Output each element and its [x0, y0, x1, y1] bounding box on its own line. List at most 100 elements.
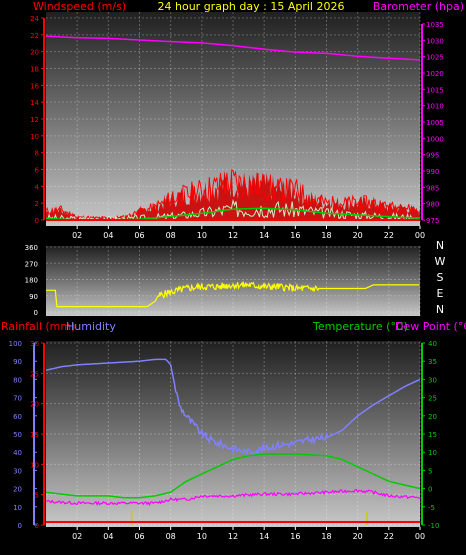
direction-tick-label: 90: [29, 293, 38, 301]
wind-direction-plot-area: [46, 246, 420, 316]
humidity-axis-tick-label: 20: [13, 486, 22, 494]
temperature-axis-tick-label: 25: [428, 395, 437, 403]
wind-direction-series: [46, 281, 420, 308]
barometer-axis-tick-label: 1025: [426, 54, 444, 62]
rainfall-axis-tick-label: 30: [30, 340, 39, 348]
barometer-axis-tick-label: 1005: [426, 119, 444, 127]
barometer-axis-tick-label: 985: [426, 184, 439, 192]
humidity-axis-tick-label: 50: [13, 431, 22, 439]
wind-gust-fill: [46, 169, 420, 220]
windspeed-axis-tick-label: 8: [35, 150, 39, 158]
dew-point-axis-label: Dew Point (°C): [395, 320, 466, 333]
windspeed-axis-tick-label: 0: [35, 217, 39, 225]
windspeed-axis-tick-label: 24: [30, 15, 39, 23]
temperature-axis-tick-label: 0: [428, 486, 432, 494]
dew-point-line: [45, 488, 421, 507]
humidity-axis-tick-label: 30: [13, 467, 22, 475]
x-tick-label: 08: [166, 231, 176, 240]
x-tick-label: 18: [321, 231, 331, 240]
temperature-axis-tick-label: 5: [428, 467, 432, 475]
x-tick-label: 00: [415, 231, 425, 240]
x-tick-label: 20: [353, 231, 363, 240]
humidity-line: [45, 358, 421, 456]
x-tick-label: 04: [103, 532, 113, 541]
x-tick-label: 04: [103, 231, 113, 240]
barometer-axis-tick-label: 1030: [426, 37, 444, 45]
barometer-axis-tick-label: 1010: [426, 103, 444, 111]
compass-label: E: [437, 287, 444, 300]
windspeed-axis-tick-label: 18: [30, 66, 39, 74]
rainfall-axis-tick-label: 5: [35, 492, 39, 500]
temperature-axis-tick-label: 40: [428, 340, 437, 348]
climate-x-axis: 02 04 06 08 10 12 14 16 18 20 22 00: [72, 527, 425, 541]
wind-baro-x-axis: 02 04 06 08 10 12 14 16 18 20 22 00: [72, 226, 425, 240]
x-tick-label: 12: [228, 231, 238, 240]
temperature-axis-tick-label: 15: [428, 431, 437, 439]
x-tick-label: 20: [353, 532, 363, 541]
wind-baro-plot-area: [46, 12, 420, 226]
windspeed-axis-tick-label: 4: [35, 183, 40, 191]
windspeed-axis-tick-label: 6: [35, 167, 40, 175]
windspeed-axis-tick-label: 2: [35, 200, 39, 208]
wind-direction-line: [46, 281, 420, 308]
x-tick-label: 02: [72, 231, 82, 240]
humidity-axis-tick-label: 10: [13, 504, 22, 512]
x-tick-label: 14: [259, 231, 269, 240]
compass-label: N: [436, 239, 444, 252]
temperature-axis-label: Temperature (°C): [312, 320, 408, 333]
x-tick-label: 08: [166, 532, 176, 541]
windspeed-axis-tick-label: 12: [30, 116, 39, 124]
humidity-axis-tick-label: 0: [18, 522, 22, 530]
rainfall-axis-tick-label: 15: [30, 431, 39, 439]
windspeed-axis-label: Windspeed (m/s): [33, 0, 126, 13]
temperature-axis-tick-label: -10: [428, 522, 439, 530]
x-tick-label: 22: [384, 231, 394, 240]
windspeed-axis-tick-label: 14: [30, 99, 39, 107]
barometer-axis-tick-label: 1000: [426, 135, 444, 143]
humidity-axis-tick-label: 100: [9, 340, 22, 348]
humidity-axis-tick-label: 90: [13, 358, 22, 366]
x-tick-label: 06: [134, 532, 144, 541]
barometer-axis-tick-label: 1020: [426, 70, 444, 78]
windspeed-axis-tick-label: 22: [30, 32, 39, 40]
barometer-axis-tick-label: 1015: [426, 86, 444, 94]
humidity-axis-tick-label: 40: [13, 449, 22, 457]
windspeed-axis-tick-label: 20: [30, 49, 39, 57]
humidity-axis-tick-label: 70: [13, 395, 22, 403]
rainfall-axis-tick-label: 10: [30, 461, 39, 469]
direction-tick-label: 0: [34, 309, 38, 317]
x-tick-label: 02: [72, 532, 82, 541]
humidity-axis-tick-label: 60: [13, 413, 22, 421]
x-tick-label: 14: [259, 532, 269, 541]
rainfall-axis: 0 5 10 15 20 25 30: [30, 340, 45, 530]
barometer-axis-tick-label: 980: [426, 201, 439, 209]
x-tick-label: 06: [134, 231, 144, 240]
barometer-axis-tick-label: 990: [426, 168, 439, 176]
barometer-axis-tick-label: 1035: [426, 21, 444, 29]
barometer-axis-tick-label: 975: [426, 217, 439, 225]
rainfall-axis-tick-label: 20: [30, 401, 39, 409]
rainfall-axis-tick-label: 25: [30, 370, 39, 378]
temperature-axis-tick-label: 35: [428, 358, 437, 366]
x-tick-label: 10: [197, 231, 207, 240]
humidity-axis-label: Humidity: [66, 320, 116, 333]
barometer-line: [45, 35, 421, 61]
compass-label: S: [437, 271, 444, 284]
rainfall-axis-tick-label: 0: [35, 522, 39, 530]
climate-series: [45, 358, 421, 525]
x-tick-label: 18: [321, 532, 331, 541]
direction-tick-label: 360: [25, 244, 38, 252]
compass-label: W: [435, 255, 446, 268]
x-tick-label: 12: [228, 532, 238, 541]
wind-direction-axis: 0 90 180 270 360: [25, 244, 38, 317]
wind-baro-series: [45, 35, 421, 222]
humidity-axis-tick-label: 80: [13, 376, 22, 384]
temperature-axis-tick-label: 30: [428, 376, 437, 384]
barometer-axis-label: Barometer (hpa): [373, 0, 464, 13]
